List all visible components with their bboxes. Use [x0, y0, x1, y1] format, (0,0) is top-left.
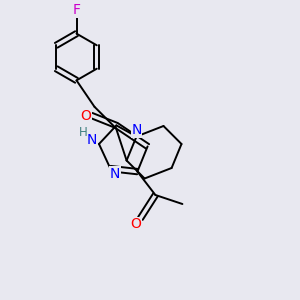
Text: O: O [130, 218, 141, 231]
Text: N: N [110, 167, 120, 181]
Text: N: N [131, 124, 142, 137]
Text: F: F [73, 3, 80, 17]
Text: N: N [86, 134, 97, 147]
Text: O: O [80, 109, 91, 122]
Text: H: H [79, 126, 88, 139]
